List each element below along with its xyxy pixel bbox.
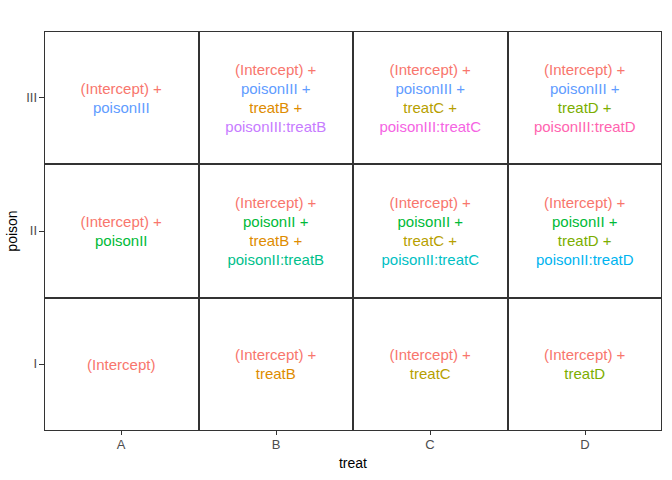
x-tick-label-A: A [91,437,151,452]
term-treatC: treatC + [381,231,479,250]
facet-cell-II-B: (Intercept) +poisonII +treatB +poisonII:… [199,164,354,297]
cell-formula: (Intercept) [87,355,155,374]
term-poisonIII: poisonIII [81,98,162,117]
term-treatB: treatB + [225,98,326,117]
plot-panel: (Intercept) +poisonIII(Intercept) +poiso… [44,31,662,431]
cell-formula: (Intercept) +treatB [235,345,316,383]
term-treatC: treatC + [379,98,481,117]
x-tick-label-C: C [400,437,460,452]
cell-formula: (Intercept) +poisonII [81,212,162,250]
term-(Intercept): (Intercept) + [534,60,636,79]
cell-formula: (Intercept) +treatD [544,345,625,383]
term-(Intercept): (Intercept) [87,355,155,374]
x-tick-mark [121,431,122,435]
term-(Intercept): (Intercept) + [536,193,634,212]
y-tick-label-I: I [0,356,37,372]
facet-cell-II-C: (Intercept) +poisonII +treatC +poisonII:… [353,164,508,297]
cell-formula: (Intercept) +poisonII +treatC +poisonII:… [381,193,479,269]
cell-formula: (Intercept) +poisonIII +treatD +poisonII… [534,60,636,136]
term-poisonIII:treatC: poisonIII:treatC [379,117,481,136]
x-tick-mark [585,431,586,435]
term-poisonII:treatD: poisonII:treatD [536,250,634,269]
facet-cell-II-A: (Intercept) +poisonII [44,164,199,297]
cell-formula: (Intercept) +poisonII +treatD +poisonII:… [536,193,634,269]
cell-formula: (Intercept) +poisonIII [81,79,162,117]
facet-cell-II-D: (Intercept) +poisonII +treatD +poisonII:… [508,164,663,297]
cell-formula: (Intercept) +poisonIII +treatB +poisonII… [225,60,326,136]
term-(Intercept): (Intercept) + [381,193,479,212]
x-tick-label-D: D [555,437,615,452]
term-(Intercept): (Intercept) + [227,193,324,212]
term-poisonII: poisonII [81,231,162,250]
term-poisonIII:treatB: poisonIII:treatB [225,117,326,136]
term-poisonIII: poisonIII + [534,79,636,98]
term-(Intercept): (Intercept) + [81,79,162,98]
term-treatD: treatD + [534,98,636,117]
x-tick-mark [276,431,277,435]
term-poisonIII:treatD: poisonIII:treatD [534,117,636,136]
term-treatD: treatD + [536,231,634,250]
term-treatD: treatD [544,364,625,383]
term-poisonII:treatC: poisonII:treatC [381,250,479,269]
x-axis-title: treat [44,455,662,471]
cell-formula: (Intercept) +treatC [390,345,471,383]
facet-cell-I-C: (Intercept) +treatC [353,298,508,431]
term-(Intercept): (Intercept) + [390,345,471,364]
facet-cell-III-C: (Intercept) +poisonIII +treatC +poisonII… [353,31,508,164]
facet-cell-III-B: (Intercept) +poisonIII +treatB +poisonII… [199,31,354,164]
term-(Intercept): (Intercept) + [379,60,481,79]
term-poisonII: poisonII + [227,212,324,231]
term-(Intercept): (Intercept) + [225,60,326,79]
term-poisonII:treatB: poisonII:treatB [227,250,324,269]
term-poisonIII: poisonIII + [379,79,481,98]
facet-cell-I-D: (Intercept) +treatD [508,298,663,431]
term-poisonIII: poisonIII + [225,79,326,98]
term-treatB: treatB [235,364,316,383]
term-treatC: treatC [390,364,471,383]
cell-formula: (Intercept) +poisonIII +treatC +poisonII… [379,60,481,136]
cell-formula: (Intercept) +poisonII +treatB +poisonII:… [227,193,324,269]
x-tick-mark [430,431,431,435]
y-tick-label-II: II [0,223,37,239]
x-tick-label-B: B [246,437,306,452]
facet-cell-I-A: (Intercept) [44,298,199,431]
y-tick-label-III: III [0,90,37,106]
facet-cell-III-A: (Intercept) +poisonIII [44,31,199,164]
term-treatB: treatB + [227,231,324,250]
facet-cell-III-D: (Intercept) +poisonIII +treatD +poisonII… [508,31,663,164]
term-(Intercept): (Intercept) + [81,212,162,231]
term-poisonII: poisonII + [381,212,479,231]
facet-cell-I-B: (Intercept) +treatB [199,298,354,431]
term-(Intercept): (Intercept) + [235,345,316,364]
model-terms-facet-plot: poison III II I (Intercept) +poisonIII(I… [0,0,672,480]
term-(Intercept): (Intercept) + [544,345,625,364]
term-poisonII: poisonII + [536,212,634,231]
